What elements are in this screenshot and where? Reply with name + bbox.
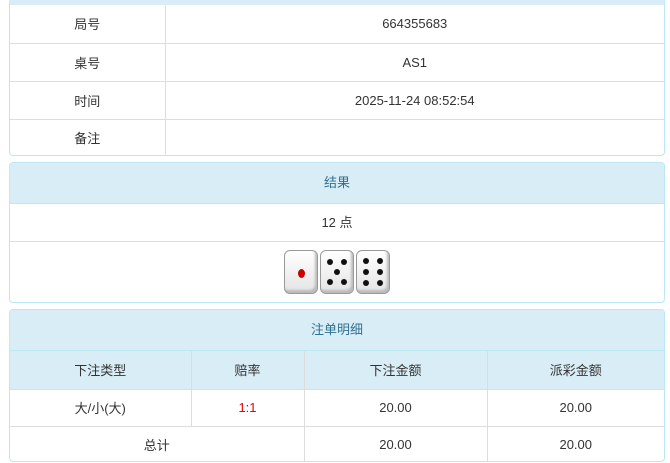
- dice-row: [10, 242, 664, 302]
- pip: [377, 258, 383, 264]
- die-5-icon: [320, 250, 354, 294]
- label: 备注: [10, 118, 166, 155]
- result-title: 结果: [10, 163, 664, 204]
- table-number: AS1: [164, 42, 664, 82]
- time-value: 2025-11-24 08:52:54: [164, 80, 664, 120]
- pip: [363, 280, 369, 286]
- label: 时间: [10, 80, 166, 120]
- pip: [341, 279, 347, 285]
- info-row-round: 局号 664355683: [10, 5, 664, 44]
- col-bet-amount: 下注金额: [303, 351, 488, 390]
- bet-details-panel: 注单明细 下注类型 赔率 下注金额 派彩金额 大/小(大) 1:1 20.00 …: [9, 309, 665, 462]
- pip: [327, 279, 333, 285]
- result-panel: 结果 12 点: [9, 162, 665, 303]
- die-1-icon: [284, 250, 318, 294]
- pip: [377, 280, 383, 286]
- pip: [327, 259, 333, 265]
- round-number: 664355683: [164, 5, 664, 44]
- total-row: 总计 20.00 20.00: [10, 425, 664, 461]
- bet-type: 大/小(大): [10, 388, 192, 427]
- pip: [341, 259, 347, 265]
- payout: 20.00: [486, 388, 664, 427]
- label: 桌号: [10, 42, 166, 82]
- info-row-table: 桌号 AS1: [10, 42, 664, 82]
- label: 局号: [10, 5, 166, 44]
- total-payout: 20.00: [486, 425, 664, 461]
- round-info-panel: 局号 664355683 桌号 AS1 时间 2025-11-24 08:52:54 …: [9, 0, 665, 156]
- col-bet-type: 下注类型: [10, 351, 192, 390]
- table-row: 大/小(大) 1:1 20.00 20.00: [10, 388, 664, 427]
- col-odds: 赔率: [190, 351, 305, 390]
- die-6-icon: [356, 250, 390, 294]
- remark-value: [164, 118, 664, 155]
- total-amount: 20.00: [303, 425, 488, 461]
- pip: [334, 269, 340, 275]
- bet-amount: 20.00: [303, 388, 488, 427]
- pip: [298, 269, 305, 278]
- odds: 1:1: [190, 388, 305, 427]
- result-points: 12 点: [10, 204, 664, 242]
- table-header: 下注类型 赔率 下注金额 派彩金额: [10, 351, 664, 390]
- info-row-time: 时间 2025-11-24 08:52:54: [10, 80, 664, 120]
- col-payout: 派彩金额: [486, 351, 664, 390]
- info-row-remark: 备注: [10, 118, 664, 155]
- pip: [363, 258, 369, 264]
- pip: [377, 269, 383, 275]
- total-label: 总计: [10, 425, 305, 461]
- pip: [363, 269, 369, 275]
- bet-details-title: 注单明细: [10, 310, 664, 351]
